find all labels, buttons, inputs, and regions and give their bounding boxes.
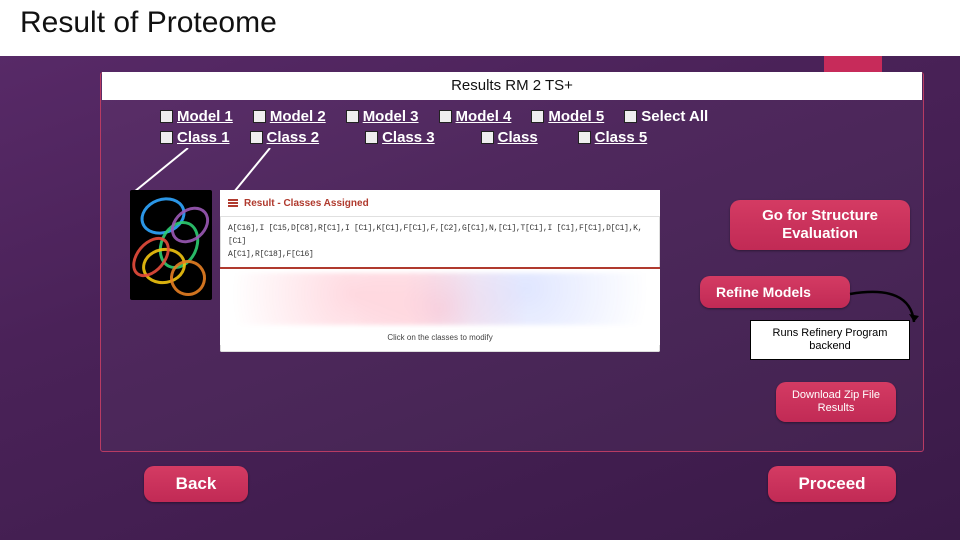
checkbox-label: Select All (641, 108, 708, 125)
checkbox-label: Class 5 (595, 129, 648, 146)
classes-line-1: A[C16],I [C15,D[C8],R[C1],I [C1],K[C1],F… (228, 223, 652, 249)
checkbox-row-classes: Class 1 Class 2 Class 3 Class Class 5 (160, 129, 900, 146)
classes-preview: Click on the classes to modify (220, 269, 660, 345)
refinery-note: Runs Refinery Program backend (750, 320, 910, 360)
checkbox-icon (160, 131, 173, 144)
classes-line-2: A[C1],R[C18],F[C16] (228, 249, 652, 262)
checkbox-class-5[interactable]: Class 5 (578, 129, 648, 146)
back-button[interactable]: Back (144, 466, 248, 502)
checkbox-icon (365, 131, 378, 144)
page-title: Result of Proteome (20, 6, 277, 40)
button-label: Proceed (798, 474, 865, 494)
button-label: Refine Models (716, 284, 811, 301)
classes-body[interactable]: A[C16],I [C15,D[C8],R[C1],I [C1],K[C1],F… (220, 217, 660, 269)
checkbox-row-models: Model 1 Model 2 Model 3 Model 4 Model 5 … (160, 108, 900, 125)
button-label: Download Zip File Results (782, 389, 890, 415)
checkbox-model-5[interactable]: Model 5 (531, 108, 604, 125)
structure-evaluation-button[interactable]: Go for Structure Evaluation (730, 200, 910, 250)
checkbox-model-2[interactable]: Model 2 (253, 108, 326, 125)
checkbox-class-2[interactable]: Class 2 (250, 129, 320, 146)
preview-blur (224, 273, 656, 325)
checkbox-icon (531, 110, 544, 123)
checkbox-label: Model 2 (270, 108, 326, 125)
classes-header-text: Result - Classes Assigned (244, 198, 369, 209)
menu-icon (228, 199, 238, 207)
refine-models-button[interactable]: Refine Models (700, 276, 850, 308)
checkbox-icon (578, 131, 591, 144)
checkbox-icon (160, 110, 173, 123)
checkbox-icon (481, 131, 494, 144)
checkbox-icon (250, 131, 263, 144)
classes-caption: Click on the classes to modify (220, 333, 660, 342)
checkbox-icon (439, 110, 452, 123)
checkbox-label: Class 1 (177, 129, 230, 146)
refinery-note-text: Runs Refinery Program backend (755, 327, 905, 353)
download-zip-button[interactable]: Download Zip File Results (776, 382, 896, 422)
title-bar: Result of Proteome (0, 0, 960, 56)
checkbox-select-all[interactable]: Select All (624, 108, 708, 125)
checkbox-label: Class 2 (267, 129, 320, 146)
protein-thumbnail[interactable] (130, 190, 212, 300)
checkbox-label: Model 3 (363, 108, 419, 125)
classes-panel-header: Result - Classes Assigned (220, 190, 660, 217)
checkbox-model-3[interactable]: Model 3 (346, 108, 419, 125)
panel-title: Results RM 2 TS+ (102, 72, 922, 100)
classes-assigned-panel: Result - Classes Assigned A[C16],I [C15,… (220, 190, 660, 352)
checkbox-label: Model 1 (177, 108, 233, 125)
checkbox-label: Class 3 (382, 129, 435, 146)
checkbox-icon (346, 110, 359, 123)
checkbox-class-1[interactable]: Class 1 (160, 129, 230, 146)
checkbox-icon (624, 110, 637, 123)
checkbox-label: Class (498, 129, 538, 146)
checkbox-model-1[interactable]: Model 1 (160, 108, 233, 125)
slide: Result of Proteome Results RM 2 TS+ Mode… (0, 0, 960, 540)
checkbox-icon (253, 110, 266, 123)
checkbox-area: Model 1 Model 2 Model 3 Model 4 Model 5 … (160, 108, 900, 150)
checkbox-class-4[interactable]: Class (481, 129, 538, 146)
checkbox-label: Model 5 (548, 108, 604, 125)
checkbox-label: Model 4 (456, 108, 512, 125)
button-label: Back (176, 474, 217, 494)
checkbox-model-4[interactable]: Model 4 (439, 108, 512, 125)
button-label: Go for Structure Evaluation (742, 207, 898, 243)
checkbox-class-3[interactable]: Class 3 (365, 129, 435, 146)
proceed-button[interactable]: Proceed (768, 466, 896, 502)
